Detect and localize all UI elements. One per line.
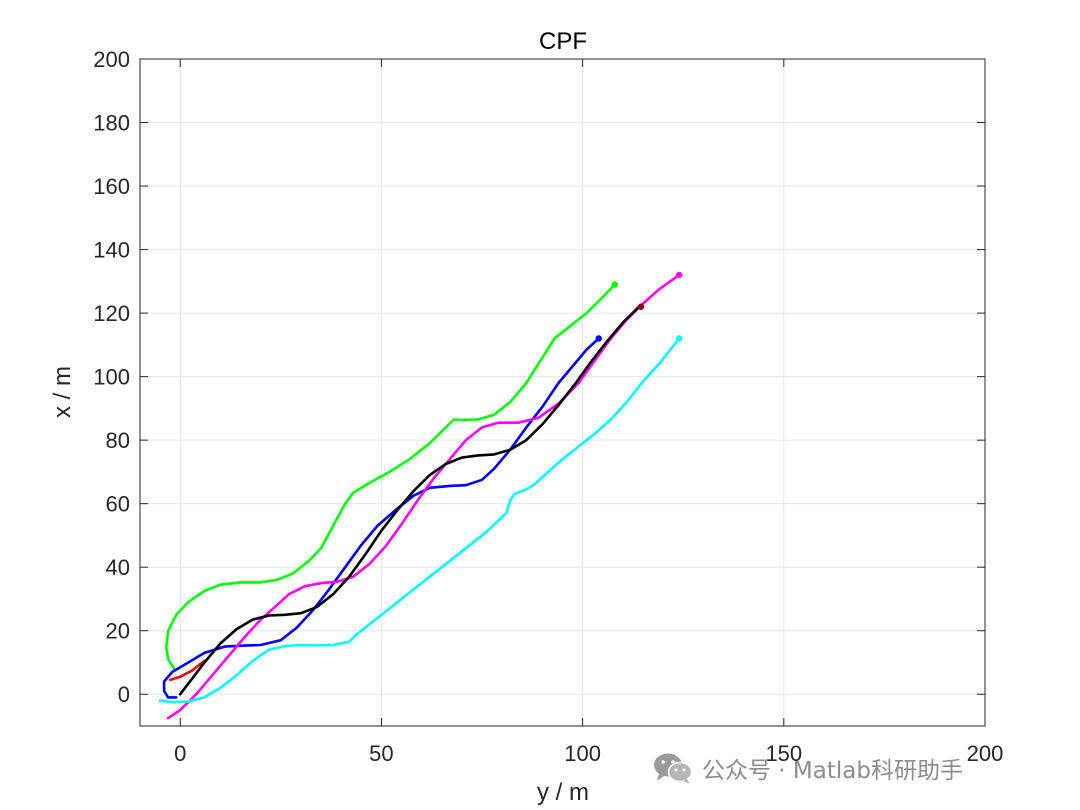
y-tick-label: 120 xyxy=(93,301,130,326)
y-tick-label: 140 xyxy=(93,238,130,263)
endpoint-marker-4 xyxy=(675,335,683,342)
series-lines xyxy=(158,271,683,720)
endpoint-marker-5 xyxy=(637,303,645,310)
y-tick-label: 200 xyxy=(93,47,130,72)
endpoint-marker-2 xyxy=(595,335,602,342)
y-tick-label: 60 xyxy=(106,492,130,517)
series-line-3 xyxy=(166,273,681,720)
x-tick-label: 200 xyxy=(967,741,1004,766)
wechat-icon xyxy=(654,753,693,784)
y-tick-label: 0 xyxy=(118,682,130,707)
x-tick-label: 150 xyxy=(765,741,802,766)
y-tick-label: 20 xyxy=(106,619,130,644)
series-line-2 xyxy=(162,337,600,699)
plot-frame xyxy=(139,58,986,727)
y-tick-label: 80 xyxy=(106,428,130,453)
grid-lines xyxy=(140,58,986,726)
y-tick-label: 40 xyxy=(106,555,130,580)
watermark: 公众号 · Matlab科研助手 xyxy=(652,750,963,786)
endpoint-marker-1 xyxy=(611,281,619,288)
x-tick-label: 50 xyxy=(369,741,393,766)
chart-title: CPF xyxy=(539,28,587,55)
y-tick-label: 160 xyxy=(93,174,130,199)
endpoint-marker-3 xyxy=(675,271,683,279)
series-line-4 xyxy=(158,337,681,704)
y-tick-label: 100 xyxy=(93,365,130,390)
axes-box xyxy=(139,58,986,727)
axis-ticks: 0 50 100 150 200 0 20 40 60 80 100 120 140 160 180 200 xyxy=(93,47,1003,766)
series-line-1 xyxy=(164,283,617,671)
x-tick-label: 0 xyxy=(174,741,186,766)
watermark-text: 公众号 · Matlab科研助手 xyxy=(702,758,963,784)
y-axis-label: x / m xyxy=(49,366,76,418)
x-tick-label: 100 xyxy=(564,741,601,766)
y-tick-label: 180 xyxy=(93,111,130,136)
series-line-5 xyxy=(168,659,206,682)
x-axis-label: y / m xyxy=(537,779,589,806)
series-line-6 xyxy=(178,305,641,696)
